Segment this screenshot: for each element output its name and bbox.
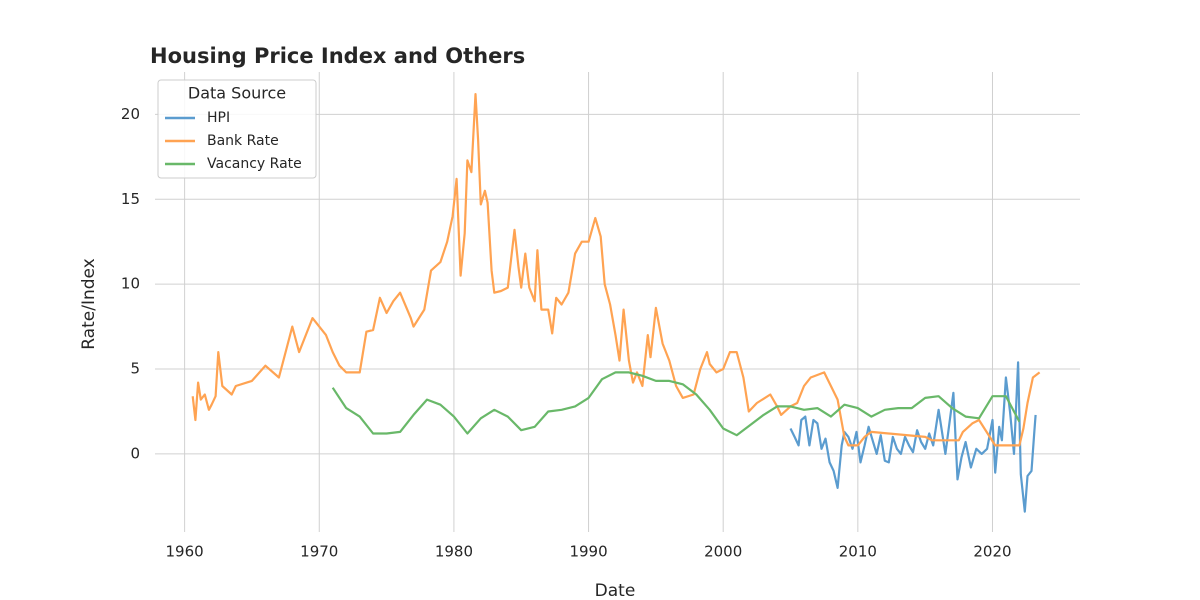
x-tick-label: 1970 [300, 543, 338, 561]
x-tick-label: 1960 [166, 543, 204, 561]
legend-title: Data Source [188, 84, 286, 103]
series-line [331, 371, 1021, 437]
legend: Data Source HPI Bank Rate Vacancy Rate [157, 79, 317, 179]
chart-title: Housing Price Index and Others [150, 44, 525, 68]
x-tick-label: 2000 [704, 543, 742, 561]
y-tick-label: 0 [130, 444, 140, 462]
x-tick-label: 1990 [569, 543, 607, 561]
legend-box [157, 79, 317, 179]
series-line [191, 93, 1041, 447]
y-tick-label: 20 [121, 105, 140, 123]
y-axis-label: Rate/Index [79, 258, 99, 350]
x-axis-label: Date [595, 581, 636, 600]
x-tick-label: 2020 [973, 543, 1011, 561]
plot [191, 93, 1041, 513]
x-tick-label: 2010 [839, 543, 877, 561]
series-line [789, 361, 1037, 513]
x-tick-label: 1980 [435, 543, 473, 561]
legend-label: HPI [207, 110, 230, 126]
y-tick-label: 15 [121, 190, 140, 208]
y-tick-label: 10 [121, 275, 140, 293]
legend-label: Bank Rate [207, 133, 279, 149]
y-tick-label: 5 [130, 360, 140, 378]
legend-label: Vacancy Rate [207, 156, 302, 172]
